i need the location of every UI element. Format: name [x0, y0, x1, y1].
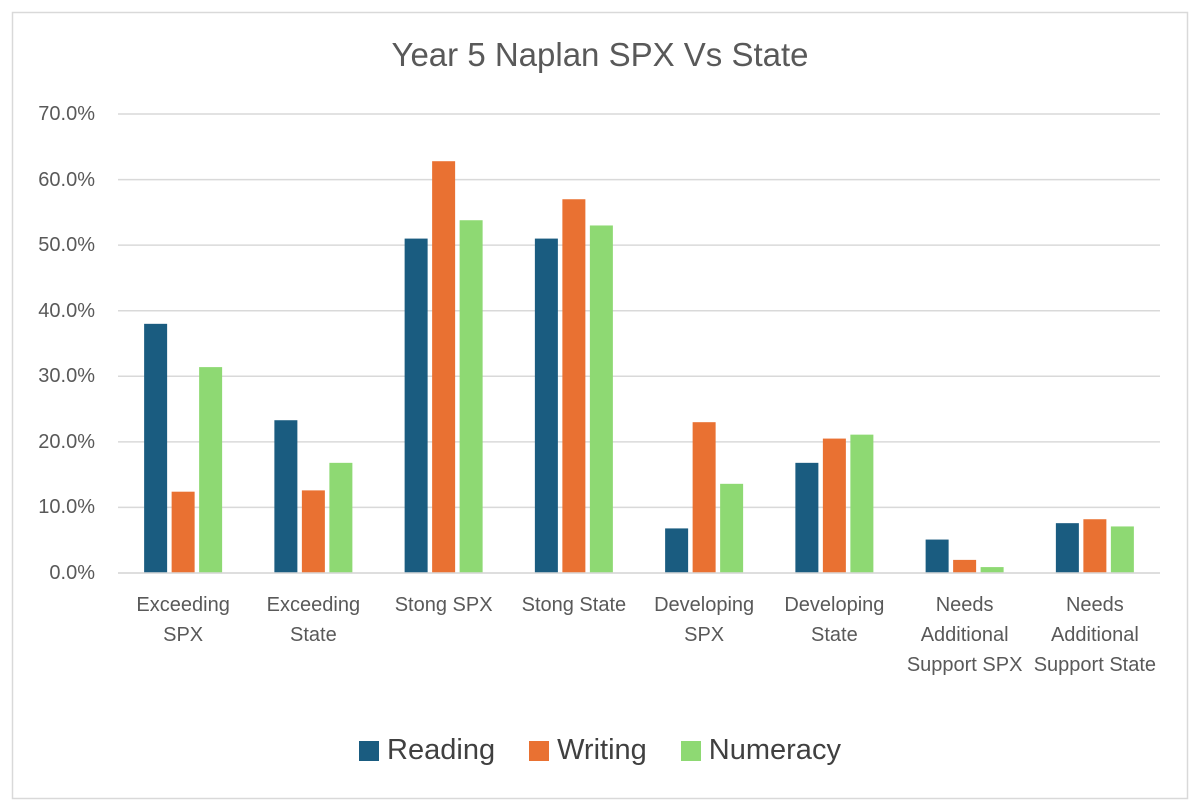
- x-tick-label: Stong State: [521, 594, 627, 616]
- legend-item: Reading: [359, 734, 495, 767]
- y-tick-label: 70.0%: [38, 103, 95, 125]
- bar: [1110, 526, 1134, 573]
- bar: [953, 559, 977, 573]
- bar: [720, 483, 744, 573]
- legend-label: Writing: [557, 734, 647, 766]
- bar: [144, 323, 168, 573]
- x-tick-label: Stong SPX: [394, 594, 493, 616]
- x-tick-label: Exceeding SPX: [136, 594, 230, 646]
- legend: Reading Writing Numeracy: [0, 734, 1200, 767]
- bar: [199, 367, 223, 573]
- y-tick-label: 30.0%: [38, 365, 95, 388]
- bar: [692, 422, 716, 573]
- legend-item: Numeracy: [680, 734, 841, 767]
- bar: [822, 438, 846, 573]
- x-tick-label: Needs Additional Support SPX: [906, 594, 1023, 676]
- x-tick-label: Developing State: [784, 594, 885, 646]
- legend-swatch: [680, 740, 701, 761]
- legend-label: Numeracy: [708, 734, 841, 766]
- y-tick-label: 10.0%: [38, 496, 95, 519]
- legend-label: Reading: [387, 734, 496, 766]
- chart-border: [11, 11, 1189, 800]
- bar: [274, 420, 298, 573]
- bar: [795, 462, 819, 573]
- bar: [329, 462, 353, 573]
- bar: [1083, 519, 1107, 573]
- y-tick-label: 40.0%: [38, 299, 95, 322]
- x-tick-label: Needs Additional Support State: [1033, 594, 1157, 676]
- bar: [301, 490, 325, 573]
- bar: [925, 539, 949, 573]
- bar: [980, 567, 1004, 573]
- bar: [171, 491, 195, 573]
- y-tick-label: 60.0%: [38, 168, 95, 191]
- y-tick-label: 0.0%: [49, 562, 95, 584]
- bar: [404, 238, 428, 574]
- y-tick-label: 50.0%: [38, 234, 95, 257]
- bar: [459, 220, 483, 573]
- bar: [432, 161, 456, 573]
- x-tick-label: Exceeding State: [266, 594, 361, 646]
- bar: [850, 434, 874, 573]
- bar: [589, 225, 613, 573]
- legend-swatch: [359, 740, 380, 761]
- y-tick-label: 20.0%: [38, 430, 95, 453]
- bar: [534, 238, 558, 574]
- bar: [562, 199, 586, 573]
- legend-swatch: [529, 740, 550, 761]
- bar: [665, 528, 689, 573]
- bar: [1055, 523, 1079, 573]
- chart-title: Year 5 Naplan SPX Vs State: [391, 36, 809, 73]
- legend-item: Writing: [529, 734, 647, 767]
- x-tick-label: Developing SPX: [654, 594, 755, 646]
